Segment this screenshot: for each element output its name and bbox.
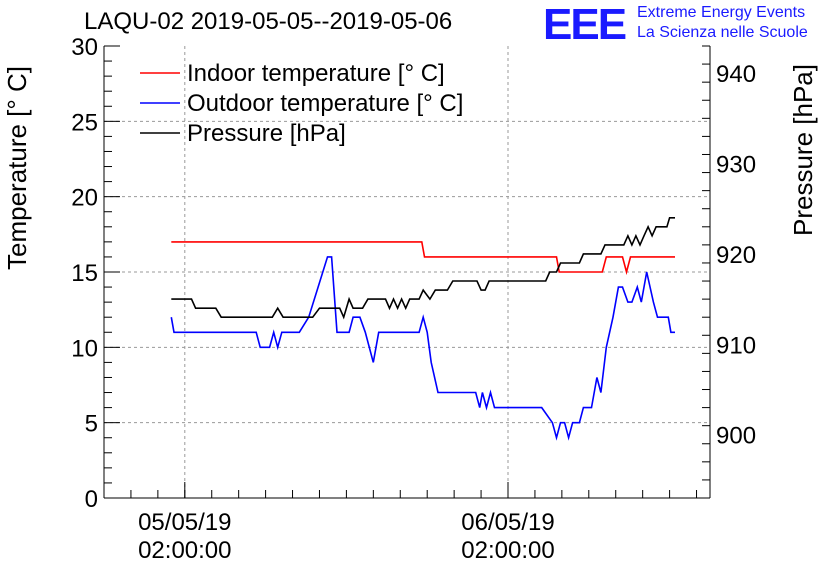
series-line-1 <box>171 241 675 276</box>
series-line-2 <box>170 256 675 441</box>
series-line-3 <box>171 217 675 320</box>
y-tick-label-right: 900 <box>716 423 756 450</box>
x-tick-label-date: 05/05/19 <box>138 509 231 536</box>
logo-subtitle-line1: Extreme Energy Events <box>637 4 806 21</box>
chart-title: LAQU-02 2019-05-05--2019-05-06 <box>84 8 453 35</box>
x-tick-label-time: 02:00:00 <box>461 537 554 564</box>
y-tick-label-right: 920 <box>716 242 756 269</box>
logo-subtitle-line2: La Scienza nelle Scuole <box>637 24 808 41</box>
legend-label: Indoor temperature [° C] <box>187 60 445 87</box>
x-tick-label-time: 02:00:00 <box>138 537 231 564</box>
y-tick-label-right: 930 <box>716 152 756 179</box>
legend-label: Pressure [hPa] <box>187 120 346 147</box>
y-tick-label-right: 910 <box>716 332 756 359</box>
y-tick-label-left: 30 <box>71 34 98 61</box>
x-tick-label-date: 06/05/19 <box>461 509 554 536</box>
y-tick-label-right: 940 <box>716 61 756 88</box>
legend-label: Outdoor temperature [° C] <box>187 90 463 117</box>
y-tick-label-left: 10 <box>71 335 98 362</box>
y-tick-label-left: 25 <box>71 109 98 136</box>
y-tick-label-left: 5 <box>85 411 98 438</box>
y-tick-label-left: 20 <box>71 185 98 212</box>
y-tick-label-left: 0 <box>85 486 98 513</box>
eee-logo: EEE <box>543 0 627 49</box>
y-tick-label-left: 15 <box>71 260 98 287</box>
